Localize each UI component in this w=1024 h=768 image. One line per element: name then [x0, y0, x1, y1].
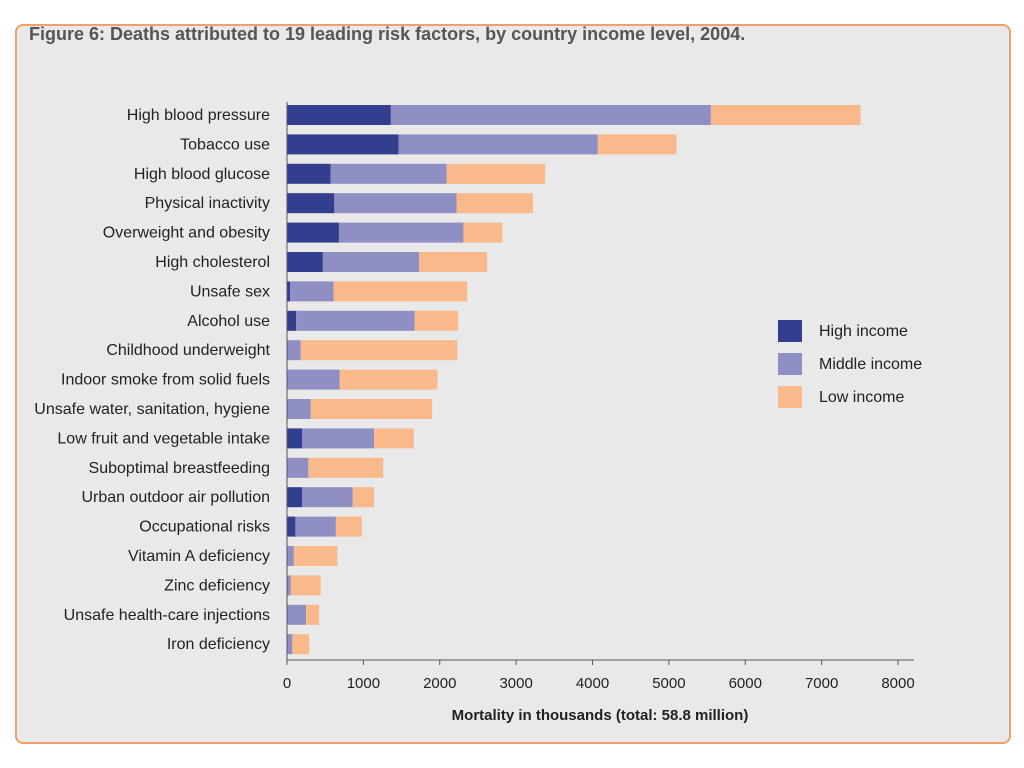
bar-segment-high-income [287, 516, 296, 537]
category-label: Unsafe health-care injections [64, 607, 270, 624]
bar-segment-low-income [300, 340, 458, 361]
bar-segment-high-income [287, 193, 335, 214]
x-axis-label: Mortality in thousands (total: 58.8 mill… [452, 707, 749, 724]
bar-segment-middle-income [287, 546, 294, 566]
bar-segment-low-income [463, 222, 503, 243]
bar-segment-high-income [287, 487, 303, 508]
category-labels: High blood pressure Tobacco use High blood… [34, 107, 270, 653]
bar-segment-low-income [308, 457, 384, 478]
x-tick-label: 3000 [499, 675, 532, 692]
category-label: Childhood underweight [106, 342, 270, 359]
bar-segment-middle-income [295, 516, 336, 537]
x-tick-label: 2000 [423, 675, 456, 692]
bar-segment-high-income [287, 428, 303, 449]
bar-segment-low-income [456, 193, 533, 214]
bar-segment-middle-income [287, 399, 311, 419]
category-label: High blood pressure [127, 107, 270, 124]
legend-swatch [778, 353, 802, 375]
bar-segment-low-income [335, 516, 362, 537]
bar-segment-low-income [339, 369, 438, 390]
bar-segment-low-income [306, 604, 320, 625]
bar-segment-low-income [293, 546, 338, 566]
x-tick-label: 4000 [576, 675, 609, 692]
category-label: Indoor smoke from solid fuels [61, 372, 270, 389]
x-ticks: 0 1000 2000 3000 4000 5000 6000 7000 8000 [283, 660, 915, 692]
bar-segment-middle-income [330, 163, 447, 184]
bar-segment-low-income [374, 428, 414, 449]
category-label: Unsafe sex [190, 283, 270, 300]
category-label: Occupational risks [139, 519, 270, 536]
category-label: Zinc deficiency [164, 577, 270, 594]
bar-segment-low-income [597, 134, 677, 155]
bar-segment-middle-income [302, 487, 353, 508]
bar-segment-low-income [419, 252, 488, 272]
bar-segment-low-income [352, 487, 375, 508]
bar-segment-middle-income [302, 428, 375, 449]
category-label: Suboptimal breastfeeding [89, 460, 270, 477]
bar-segment-middle-income [287, 457, 309, 478]
bar-segment-middle-income [296, 310, 415, 331]
category-label: Physical inactivity [145, 195, 270, 212]
category-label: Overweight and obesity [103, 225, 270, 242]
category-label: Vitamin A deficiency [128, 548, 270, 565]
bar-segment-high-income [287, 163, 331, 184]
bars-group [287, 105, 861, 655]
bar-segment-high-income [287, 252, 323, 272]
bar-segment-low-income [292, 634, 310, 655]
x-tick-label: 5000 [652, 675, 685, 692]
x-tick-label: 1000 [347, 675, 380, 692]
legend: High income Middle income Low income [778, 320, 922, 408]
bar-segment-middle-income [338, 222, 464, 243]
bar-segment-low-income [333, 281, 468, 302]
category-label: Low fruit and vegetable intake [57, 430, 270, 447]
bar-segment-low-income [414, 310, 459, 331]
bar-segment-low-income [710, 105, 861, 125]
category-label: High cholesterol [155, 254, 270, 271]
x-tick-label: 6000 [729, 675, 762, 692]
legend-swatch [778, 386, 802, 408]
category-label: Unsafe water, sanitation, hygiene [34, 401, 270, 418]
bar-segment-high-income [287, 310, 297, 331]
bar-segment-low-income [290, 575, 321, 596]
bar-segment-middle-income [390, 105, 711, 125]
chart-title: Figure 6: Deaths attributed to 19 leadin… [29, 24, 746, 44]
category-label: Iron deficiency [167, 636, 270, 653]
category-label: Urban outdoor air pollution [81, 489, 270, 506]
bar-segment-low-income [446, 163, 546, 184]
bar-segment-low-income [310, 399, 433, 419]
bar-segment-high-income [287, 134, 399, 155]
category-label: High blood glucose [134, 166, 270, 183]
bar-segment-middle-income [287, 604, 307, 625]
legend-label: Middle income [819, 356, 922, 373]
bar-segment-middle-income [287, 340, 301, 361]
legend-swatch [778, 320, 802, 342]
x-tick-label: 0 [283, 675, 291, 692]
x-tick-label: 8000 [881, 675, 914, 692]
category-label: Alcohol use [187, 313, 270, 330]
bar-segment-high-income [287, 105, 391, 125]
category-label: Tobacco use [180, 136, 270, 153]
bar-segment-middle-income [290, 281, 334, 302]
bar-segment-high-income [287, 281, 291, 302]
bar-segment-middle-income [398, 134, 598, 155]
bar-segment-middle-income [287, 575, 291, 596]
x-tick-label: 7000 [805, 675, 838, 692]
bar-segment-middle-income [287, 634, 293, 655]
bar-segment-middle-income [322, 252, 420, 272]
bar-segment-middle-income [287, 369, 340, 390]
legend-label: Low income [819, 389, 904, 406]
legend-label: High income [819, 323, 908, 340]
bar-segment-high-income [287, 222, 339, 243]
bar-segment-middle-income [334, 193, 457, 214]
